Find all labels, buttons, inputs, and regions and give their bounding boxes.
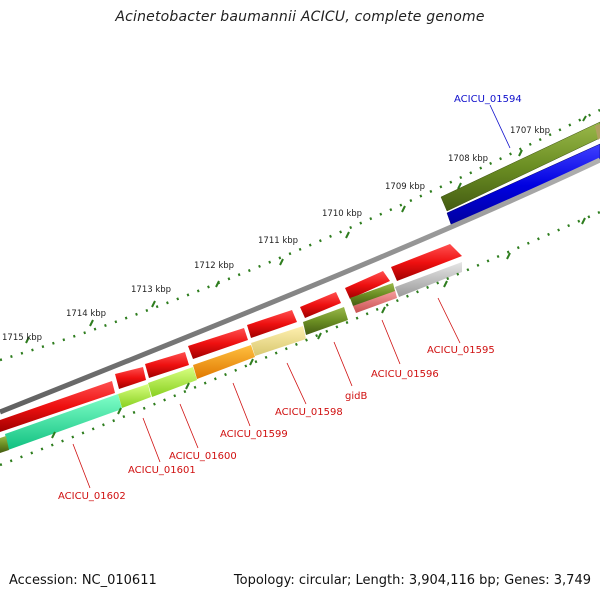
- gene-forward[interactable]: [188, 328, 248, 359]
- tick-label: 1713 kbp: [131, 285, 171, 295]
- gene-label[interactable]: ACICU_01600: [169, 451, 237, 462]
- gene-ACICU_01596[interactable]: [353, 290, 397, 313]
- gene-ACICU_01598[interactable]: [303, 307, 348, 335]
- gene-label[interactable]: ACICU_01598: [275, 407, 343, 418]
- gene-label[interactable]: ACICU_01595: [427, 345, 495, 356]
- gene-forward[interactable]: [300, 292, 341, 318]
- gene-label[interactable]: ACICU_01599: [220, 429, 288, 440]
- inner-major-ticks: [51, 217, 586, 439]
- outer-major-ticks: [25, 115, 587, 344]
- gene-forward[interactable]: [247, 310, 297, 338]
- gene-forward[interactable]: [0, 381, 115, 432]
- map-title: Acinetobacter baumannii ACICU, complete …: [115, 9, 485, 25]
- gene-ACICU_01599[interactable]: [251, 326, 306, 356]
- gene-label[interactable]: ACICU_01596: [371, 369, 439, 380]
- tick-label: 1714 kbp: [66, 309, 106, 319]
- gene-olive-tip: [595, 124, 600, 140]
- gene-forward[interactable]: [391, 244, 462, 281]
- gene-label[interactable]: ACICU_01602: [58, 491, 126, 502]
- label-leaders: [72, 104, 511, 489]
- accession-text: Accession: NC_010611: [9, 573, 157, 588]
- tick-label: 1710 kbp: [322, 209, 362, 219]
- gene-orange[interactable]: [193, 345, 255, 379]
- tick-label: 1715 kbp: [2, 333, 42, 343]
- tick-label: 1709 kbp: [385, 182, 425, 192]
- gene-label[interactable]: gidB: [345, 391, 367, 402]
- tick-label: 1711 kbp: [258, 236, 298, 246]
- forward-genes[interactable]: [0, 244, 462, 432]
- gene-olive-top[interactable]: [440, 121, 600, 212]
- tick-label: 1712 kbp: [194, 261, 234, 271]
- gene-forward[interactable]: [345, 271, 390, 299]
- gene-ACICU_01595[interactable]: [395, 262, 462, 297]
- gene-gidB[interactable]: [350, 283, 395, 306]
- tick-label: 1707 kbp: [510, 126, 550, 136]
- gene-ACICU_01601[interactable]: [118, 384, 151, 408]
- gene-forward[interactable]: [115, 367, 146, 389]
- genome-backbone: [0, 157, 600, 415]
- gene-label[interactable]: ACICU_01594: [454, 94, 522, 105]
- reverse-genes[interactable]: [0, 262, 462, 453]
- gene-olive-left[interactable]: [0, 436, 9, 453]
- gene-label[interactable]: ACICU_01601: [128, 465, 196, 476]
- genome-summary-text: Topology: circular; Length: 3,904,116 bp…: [233, 573, 591, 588]
- gene-forward[interactable]: [145, 352, 189, 378]
- gene-ACICU_01594[interactable]: [446, 143, 600, 228]
- gene-ACICU_01602[interactable]: [5, 394, 122, 450]
- tick-label: 1708 kbp: [448, 154, 488, 164]
- gene-ACICU_01600[interactable]: [148, 367, 197, 397]
